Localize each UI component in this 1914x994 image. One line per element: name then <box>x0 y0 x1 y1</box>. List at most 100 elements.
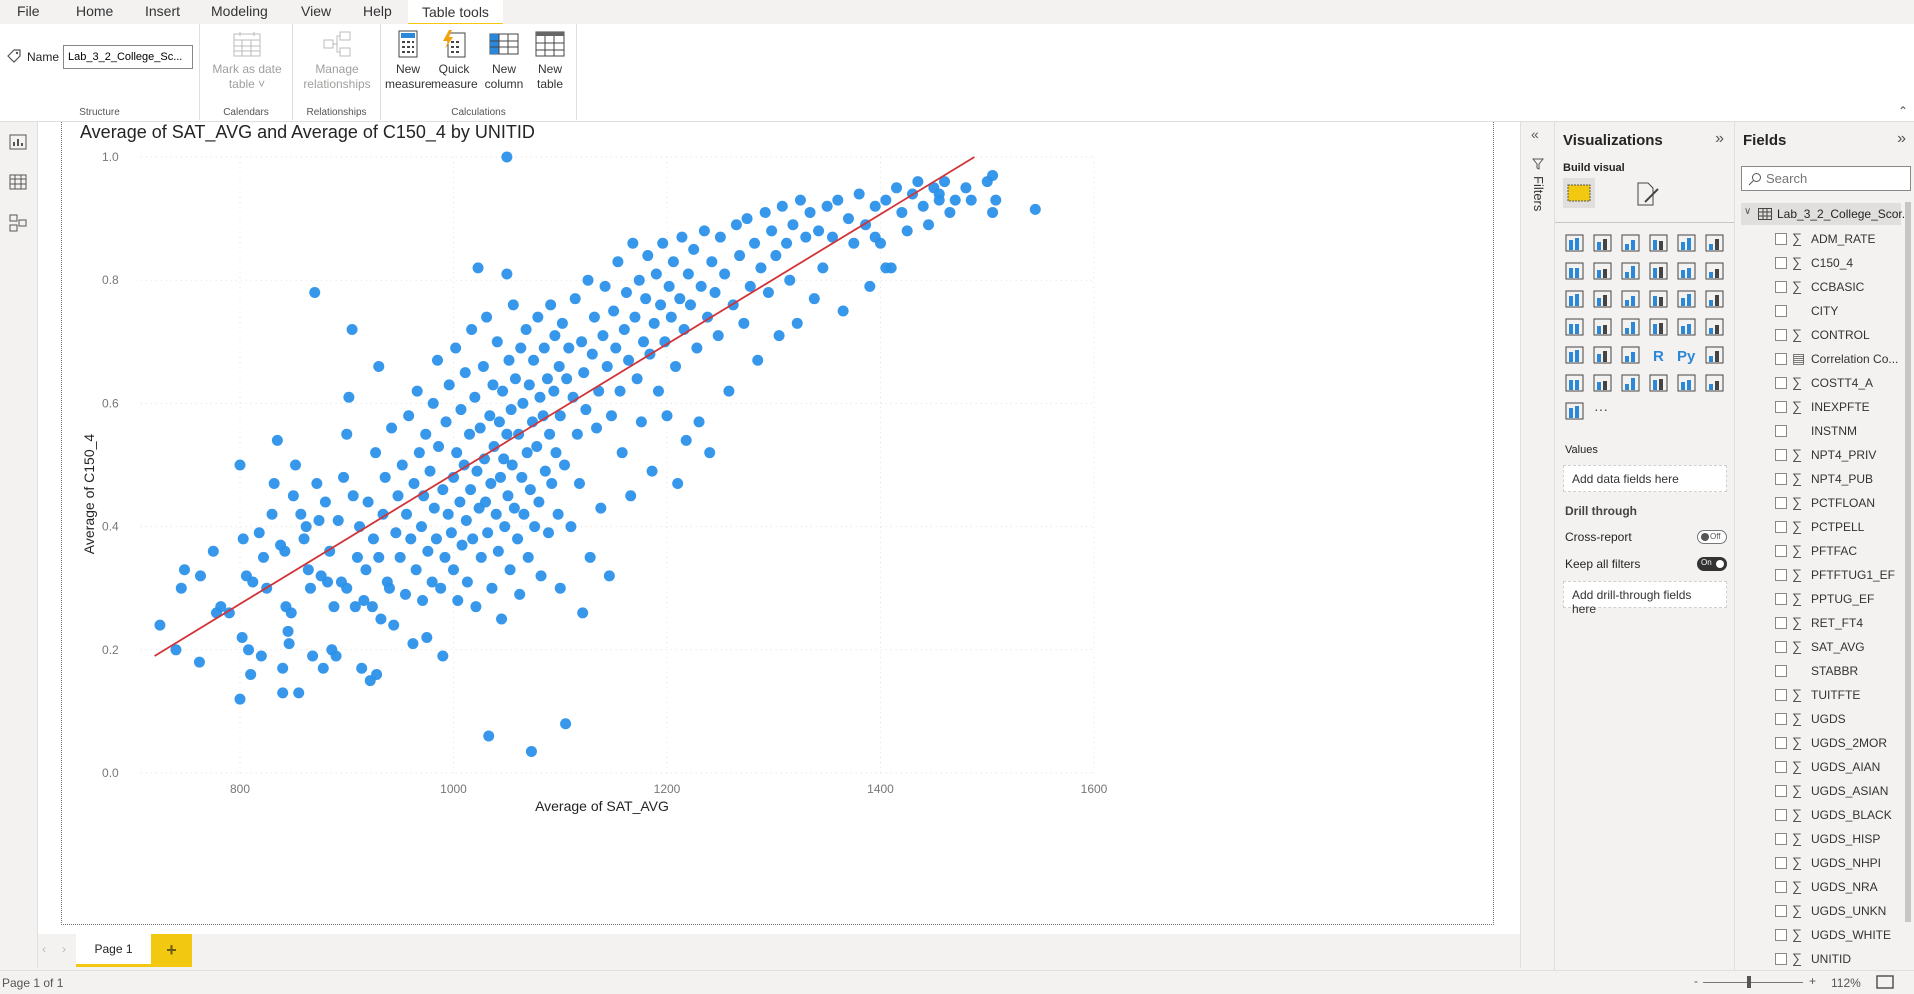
data-point[interactable] <box>525 745 537 757</box>
data-point[interactable] <box>652 385 664 397</box>
data-point[interactable] <box>507 299 519 311</box>
zoom-slider-thumb[interactable] <box>1747 976 1752 988</box>
data-point[interactable] <box>837 305 849 317</box>
data-point[interactable] <box>215 601 227 613</box>
scatter-icon[interactable] <box>1620 288 1642 310</box>
data-point[interactable] <box>695 280 707 292</box>
data-point[interactable] <box>234 459 246 471</box>
add-drill-through-well[interactable]: Add drill-through fields here <box>1563 581 1727 616</box>
data-point[interactable] <box>719 268 731 280</box>
data-point[interactable] <box>826 231 838 243</box>
data-point[interactable] <box>848 237 860 249</box>
field-item[interactable]: ∑ UGDS_HISP <box>1735 828 1905 852</box>
field-checkbox[interactable] <box>1775 665 1787 677</box>
data-point[interactable] <box>424 465 436 477</box>
data-point[interactable] <box>588 311 600 323</box>
data-point[interactable] <box>693 416 705 428</box>
data-point[interactable] <box>498 453 510 465</box>
data-point[interactable] <box>706 256 718 268</box>
data-point[interactable] <box>541 373 553 385</box>
data-point[interactable] <box>377 508 389 520</box>
data-point[interactable] <box>346 323 358 335</box>
data-point[interactable] <box>491 336 503 348</box>
field-item[interactable]: ∑ ADM_RATE <box>1735 228 1905 252</box>
data-point[interactable] <box>394 551 406 563</box>
data-point[interactable] <box>531 441 543 453</box>
data-point[interactable] <box>591 422 603 434</box>
data-point[interactable] <box>817 262 829 274</box>
data-point[interactable] <box>506 459 518 471</box>
field-checkbox[interactable] <box>1775 569 1787 581</box>
data-point[interactable] <box>548 385 560 397</box>
data-point[interactable] <box>891 182 903 194</box>
field-checkbox[interactable] <box>1775 353 1787 365</box>
data-point[interactable] <box>451 447 463 459</box>
data-point[interactable] <box>691 342 703 354</box>
data-point[interactable] <box>502 490 514 502</box>
tab-insert[interactable]: Insert <box>145 3 181 19</box>
card-icon[interactable] <box>1648 316 1670 338</box>
data-point[interactable] <box>247 576 259 588</box>
chevron-down-icon[interactable]: ∨ <box>1744 206 1752 217</box>
field-item[interactable]: ∑ NPT4_PRIV <box>1735 444 1905 468</box>
table-node[interactable]: ∨ Lab_3_2_College_Scor... <box>1741 203 1912 225</box>
get-more-visuals-icon[interactable] <box>1564 400 1586 422</box>
data-point[interactable] <box>515 342 527 354</box>
data-point[interactable] <box>538 342 550 354</box>
data-point[interactable] <box>618 323 630 335</box>
manage-relationships-button[interactable]: Manage relationships <box>297 30 377 92</box>
data-point[interactable] <box>410 564 422 576</box>
key-influencers-icon[interactable] <box>1704 344 1726 366</box>
quick-measure-button[interactable]: Quick measure <box>431 30 478 92</box>
data-point[interactable] <box>580 404 592 416</box>
data-point[interactable] <box>901 225 913 237</box>
data-point[interactable] <box>784 274 796 286</box>
data-point[interactable] <box>371 668 383 680</box>
field-checkbox[interactable] <box>1775 761 1787 773</box>
data-point[interactable] <box>408 477 420 489</box>
data-point[interactable] <box>533 496 545 508</box>
field-item[interactable]: ∑ TUITFTE <box>1735 684 1905 708</box>
field-item[interactable]: ∑ RET_FT4 <box>1735 612 1905 636</box>
data-point[interactable] <box>322 576 334 588</box>
field-item[interactable]: ▤ Correlation Co... <box>1735 348 1905 372</box>
data-point[interactable] <box>741 213 753 225</box>
data-point[interactable] <box>268 477 280 489</box>
field-item[interactable]: ∑ PFTFAC <box>1735 540 1905 564</box>
matrix-icon[interactable] <box>1620 344 1642 366</box>
zoom-out-button[interactable]: - <box>1694 974 1698 988</box>
data-point[interactable] <box>243 644 255 656</box>
donut-icon[interactable] <box>1676 288 1698 310</box>
data-point[interactable] <box>535 570 547 582</box>
data-point[interactable] <box>504 564 516 576</box>
data-point[interactable] <box>347 490 359 502</box>
data-point[interactable] <box>933 188 945 200</box>
data-point[interactable] <box>556 317 568 329</box>
data-point[interactable] <box>435 582 447 594</box>
100-column-icon[interactable] <box>1704 232 1726 254</box>
data-point[interactable] <box>631 373 643 385</box>
data-point[interactable] <box>485 477 497 489</box>
line-column-icon[interactable] <box>1648 260 1670 282</box>
data-point[interactable] <box>869 200 881 212</box>
data-point[interactable] <box>987 169 999 181</box>
data-point[interactable] <box>642 250 654 262</box>
data-point[interactable] <box>633 274 645 286</box>
data-point[interactable] <box>255 650 267 662</box>
data-point[interactable] <box>990 194 1002 206</box>
data-point[interactable] <box>576 336 588 348</box>
data-point[interactable] <box>343 391 355 403</box>
data-point[interactable] <box>917 200 929 212</box>
data-point[interactable] <box>207 545 219 557</box>
stacked-area-icon[interactable] <box>1620 260 1642 282</box>
decomposition-tree-icon[interactable] <box>1564 372 1586 394</box>
data-point[interactable] <box>565 521 577 533</box>
data-point[interactable] <box>285 607 297 619</box>
clustered-bar-icon[interactable] <box>1620 232 1642 254</box>
field-item[interactable]: ∑ NPT4_PUB <box>1735 468 1905 492</box>
data-point[interactable] <box>759 206 771 218</box>
data-point[interactable] <box>549 330 561 342</box>
field-item[interactable]: ∑ UGDS_BLACK <box>1735 804 1905 828</box>
data-point[interactable] <box>755 262 767 274</box>
data-point[interactable] <box>608 305 620 317</box>
